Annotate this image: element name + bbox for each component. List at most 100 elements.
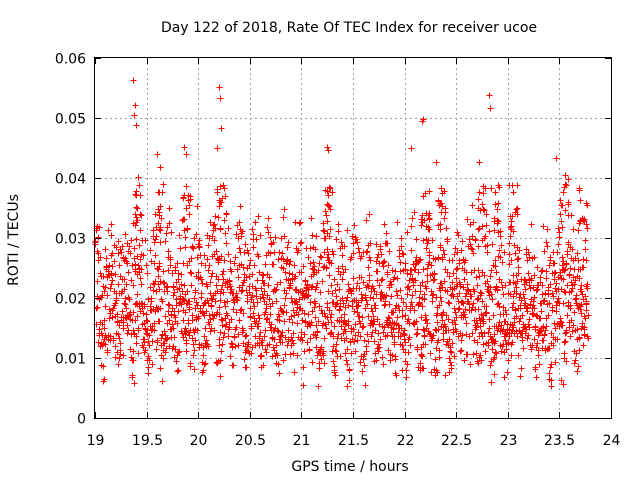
- data-point: [541, 332, 548, 339]
- data-point: [236, 245, 243, 252]
- data-point: [235, 274, 242, 281]
- data-point: [339, 252, 346, 259]
- data-point: [443, 225, 450, 232]
- data-point: [199, 280, 206, 287]
- data-point: [464, 281, 471, 288]
- data-point: [184, 288, 191, 295]
- data-point: [220, 334, 227, 341]
- data-point: [159, 378, 166, 385]
- data-point: [285, 239, 292, 246]
- data-point: [316, 260, 323, 267]
- data-point: [103, 255, 110, 262]
- data-point: [315, 267, 322, 274]
- data-point: [163, 284, 170, 291]
- data-point: [402, 312, 409, 319]
- data-point: [261, 288, 268, 295]
- data-point: [207, 279, 214, 286]
- data-point: [94, 278, 101, 285]
- data-point: [336, 286, 343, 293]
- data-point: [133, 236, 140, 243]
- data-point: [350, 275, 357, 282]
- data-point: [470, 250, 477, 257]
- data-point: [342, 350, 349, 357]
- data-point: [336, 318, 343, 325]
- data-point: [472, 236, 479, 243]
- data-point: [562, 207, 569, 214]
- data-point: [274, 352, 281, 359]
- data-point: [156, 260, 163, 267]
- data-point: [160, 355, 167, 362]
- data-point: [131, 380, 138, 387]
- data-point: [250, 244, 257, 251]
- data-point: [192, 337, 199, 344]
- data-point: [488, 267, 495, 274]
- data-point: [204, 283, 211, 290]
- data-point: [485, 329, 492, 336]
- data-point: [188, 282, 195, 289]
- data-point: [191, 295, 198, 302]
- data-point: [318, 254, 325, 261]
- data-point: [565, 176, 572, 183]
- data-point: [506, 261, 513, 268]
- data-point: [320, 220, 327, 227]
- data-point: [296, 220, 303, 227]
- data-point: [526, 324, 533, 331]
- data-point: [421, 296, 428, 303]
- data-point: [249, 271, 256, 278]
- data-point: [130, 348, 137, 355]
- data-point: [465, 287, 472, 294]
- data-point: [186, 202, 193, 209]
- data-point: [515, 270, 522, 277]
- data-point: [100, 363, 107, 370]
- data-point: [96, 224, 103, 231]
- data-point: [126, 243, 133, 250]
- data-point: [192, 289, 199, 296]
- data-point: [539, 282, 546, 289]
- data-point: [325, 192, 332, 199]
- data-point: [438, 298, 445, 305]
- data-point: [456, 290, 463, 297]
- data-point: [515, 352, 522, 359]
- data-point: [419, 118, 426, 125]
- data-point: [305, 292, 312, 299]
- data-point: [346, 377, 353, 384]
- data-point: [498, 242, 505, 249]
- data-point: [421, 332, 428, 339]
- data-point: [546, 370, 553, 377]
- data-point: [155, 220, 162, 227]
- data-point: [316, 303, 323, 310]
- data-point: [439, 284, 446, 291]
- data-point: [99, 321, 106, 328]
- data-point: [281, 318, 288, 325]
- data-point: [313, 334, 320, 341]
- data-point: [514, 256, 521, 263]
- data-point: [180, 194, 187, 201]
- data-point: [390, 309, 397, 316]
- data-point: [491, 371, 498, 378]
- data-point: [331, 323, 338, 330]
- data-point: [470, 219, 477, 226]
- data-point: [367, 294, 374, 301]
- data-point: [174, 320, 181, 327]
- data-point: [240, 327, 247, 334]
- data-point: [295, 311, 302, 318]
- data-point: [444, 269, 451, 276]
- data-point: [447, 348, 454, 355]
- data-point: [282, 269, 289, 276]
- data-point: [497, 228, 504, 235]
- data-point: [333, 341, 340, 348]
- data-point: [322, 208, 329, 215]
- x-tick-label: 20: [190, 433, 208, 449]
- data-point: [374, 316, 381, 323]
- data-point: [200, 367, 207, 374]
- data-point: [577, 217, 584, 224]
- data-point: [262, 346, 269, 353]
- data-point: [267, 311, 274, 318]
- data-point: [339, 263, 346, 270]
- data-point: [137, 227, 144, 234]
- data-point: [251, 262, 258, 269]
- data-point: [312, 300, 319, 307]
- data-point: [375, 341, 382, 348]
- data-point: [285, 327, 292, 334]
- data-point: [388, 293, 395, 300]
